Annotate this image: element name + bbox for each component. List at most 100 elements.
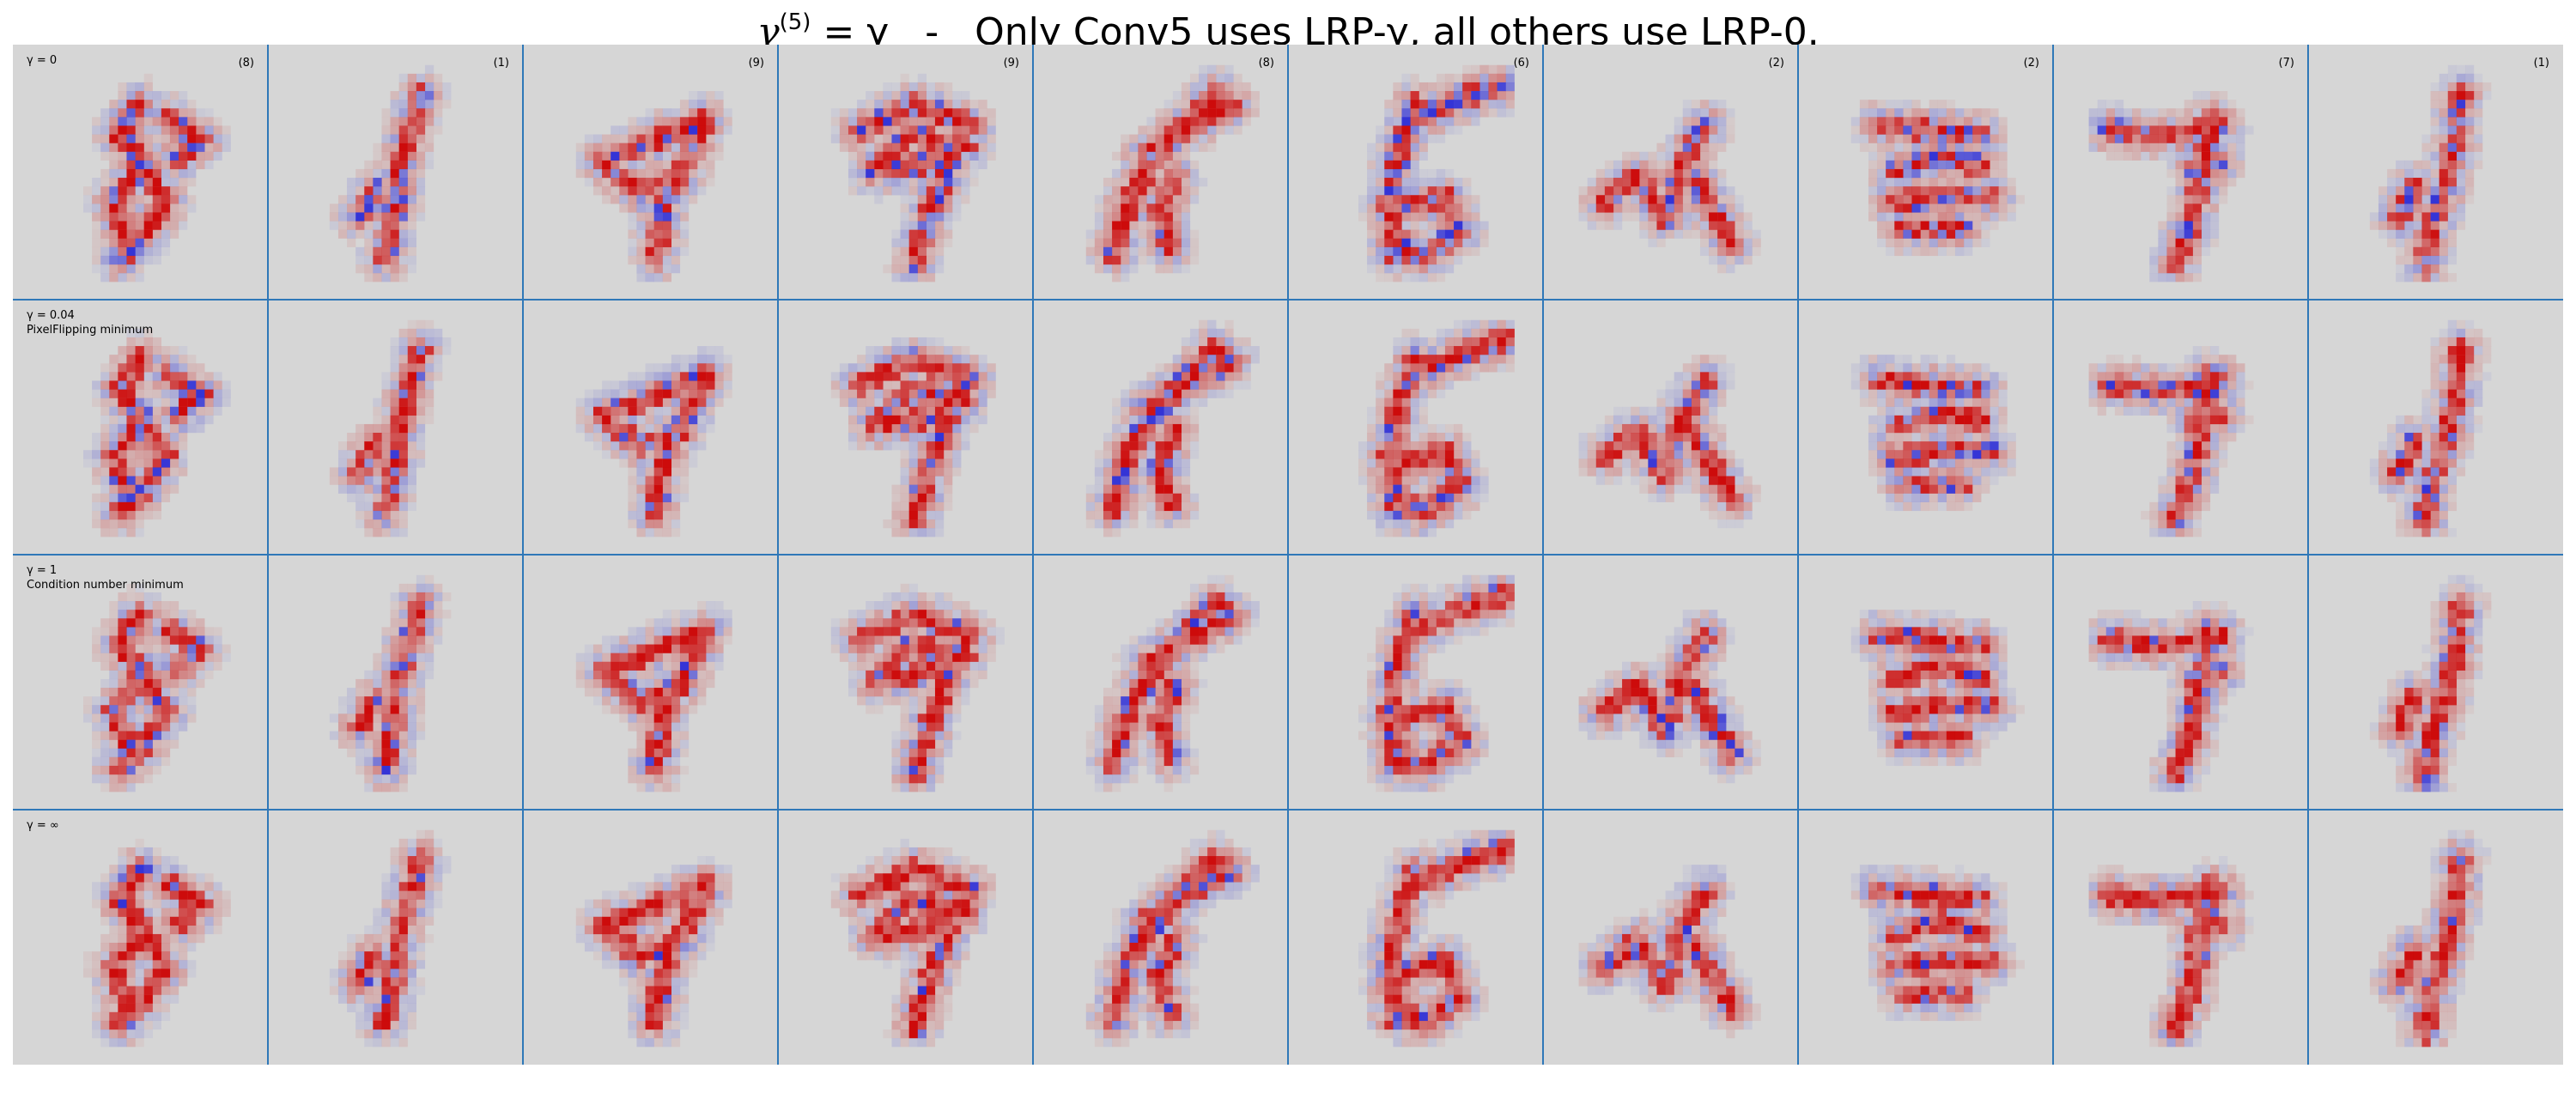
relevance-pixel [891, 117, 901, 126]
relevance-pixel [1172, 423, 1182, 434]
relevance-pixel [1129, 415, 1139, 425]
relevance-pixel [1972, 433, 1982, 442]
relevance-pixel [926, 389, 936, 398]
relevance-pixel [636, 458, 646, 468]
relevance-pixel [1401, 372, 1411, 381]
relevance-pixel [1699, 398, 1710, 407]
relevance-pixel [1367, 441, 1376, 451]
relevance-pixel [1972, 212, 1982, 222]
relevance-pixel [2166, 229, 2176, 239]
relevance-pixel [653, 458, 663, 468]
relevance-pixel [2236, 125, 2245, 135]
relevance-pixel [1189, 510, 1200, 520]
relevance-pixel [584, 151, 594, 161]
relevance-pixel [592, 168, 603, 179]
relevance-pixel [1981, 372, 1990, 381]
relevance-pixel [1990, 186, 1999, 196]
relevance-pixel [1903, 450, 1912, 459]
relevance-pixel [152, 406, 162, 416]
relevance-pixel [126, 415, 136, 425]
relevance-pixel [662, 186, 672, 196]
relevance-pixel [135, 372, 144, 381]
relevance-pixel [1224, 125, 1234, 135]
relevance-pixel [908, 406, 918, 416]
relevance-pixel [92, 229, 101, 239]
relevance-pixel [1199, 389, 1208, 398]
relevance-pixel [944, 484, 953, 494]
relevance-pixel [1717, 246, 1727, 257]
relevance-pixel [934, 160, 945, 170]
relevance-pixel [1595, 476, 1606, 485]
relevance-pixel [390, 467, 399, 477]
relevance-pixel [118, 134, 127, 143]
relevance-pixel [2209, 238, 2220, 247]
relevance-pixel [628, 484, 637, 494]
relevance-pixel [424, 355, 434, 364]
relevance-pixel [662, 519, 672, 529]
relevance-pixel [1903, 151, 1912, 161]
relevance-pixel [2404, 229, 2414, 239]
relevance-pixel [1471, 91, 1480, 100]
relevance-pixel [1946, 467, 1956, 477]
relevance-pixel [1146, 519, 1156, 529]
relevance-pixel [944, 134, 953, 143]
relevance-pixel [1631, 178, 1640, 187]
relevance-pixel [1622, 458, 1631, 468]
relevance-pixel [1121, 238, 1130, 247]
relevance-pixel [2192, 238, 2202, 247]
relevance-pixel [2114, 389, 2124, 398]
relevance-pixel [2421, 221, 2431, 230]
relevance-pixel [653, 273, 663, 282]
relevance-pixel [592, 134, 603, 143]
relevance-pixel [679, 398, 690, 407]
relevance-pixel [2219, 186, 2228, 196]
relevance-pixel [1648, 195, 1657, 204]
relevance-pixel [2227, 108, 2237, 118]
relevance-pixel [1401, 337, 1411, 347]
relevance-pixel [1207, 372, 1217, 381]
relevance-pixel [1393, 501, 1402, 512]
relevance-pixel [1859, 108, 1869, 118]
relevance-pixel [1181, 238, 1191, 247]
column-class-label: (9) [1003, 57, 1019, 70]
relevance-pixel [2447, 108, 2458, 118]
relevance-pixel [2404, 467, 2414, 477]
relevance-pixel [1427, 229, 1437, 239]
relevance-pixel [2439, 100, 2448, 109]
relevance-pixel [1717, 125, 1727, 135]
relevance-pixel [908, 91, 918, 100]
relevance-pixel [679, 203, 690, 213]
relevance-pixel [1242, 100, 1251, 109]
relevance-pixel [1903, 143, 1912, 152]
relevance-pixel [1401, 528, 1411, 537]
relevance-pixel [2421, 398, 2431, 407]
relevance-pixel [636, 415, 646, 425]
relevance-pixel [373, 476, 382, 485]
relevance-pixel [1444, 380, 1455, 390]
relevance-pixel [179, 125, 188, 135]
relevance-pixel [407, 423, 417, 434]
relevance-pixel [82, 705, 93, 714]
relevance-pixel [1216, 346, 1225, 355]
relevance-pixel [1393, 406, 1402, 416]
relevance-pixel [1376, 238, 1385, 247]
relevance-pixel [1384, 143, 1394, 152]
relevance-pixels [1358, 64, 1515, 282]
relevance-pixel [1699, 246, 1710, 257]
relevance-pixel [1622, 186, 1631, 196]
relevance-pixel [1911, 195, 1921, 204]
relevance-pixel [671, 423, 681, 434]
heatmap-cell [1798, 300, 2053, 555]
relevance-pixel [1242, 117, 1251, 126]
relevance-pixel [152, 151, 162, 161]
relevance-pixel [961, 195, 970, 204]
relevance-pixel [1964, 380, 1973, 390]
relevance-pixel [434, 346, 443, 355]
relevance-pixel [2430, 484, 2439, 494]
relevance-pixel [2149, 528, 2159, 537]
relevance-pixel [2456, 458, 2466, 468]
relevance-pixel [1146, 186, 1156, 196]
relevance-pixel [2175, 493, 2184, 502]
relevance-pixel [1401, 346, 1411, 355]
relevance-pixel [1929, 493, 1938, 502]
